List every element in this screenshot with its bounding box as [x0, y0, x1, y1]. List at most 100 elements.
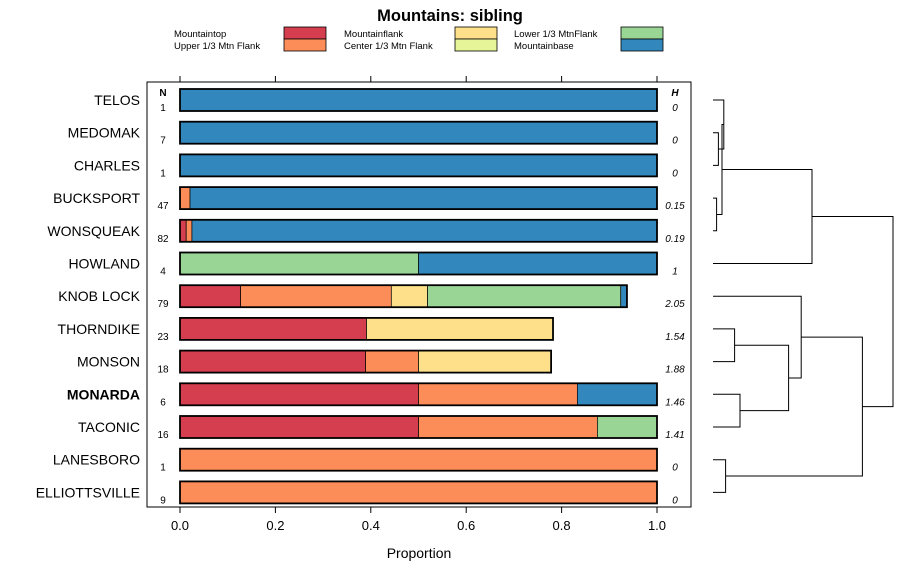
dendrogram-branch [725, 336, 863, 477]
bar-segment-upper-1-3-mtn-flank [418, 382, 578, 406]
row-taconic: TACONIC 16 1.41 [78, 415, 685, 441]
bar-outline [179, 382, 658, 407]
legend-swatch-mountainbase [620, 38, 664, 52]
chart-title: Mountains: sibling [377, 7, 523, 25]
n-value: 9 [160, 495, 166, 506]
h-value: 0.15 [665, 201, 685, 212]
x-tick-label: 1.0 [648, 518, 666, 533]
category-label: ELLIOTTSVILLE [36, 484, 140, 500]
row-knob-lock: KNOB LOCK 79 2.05 [58, 284, 685, 310]
legend-swatch-center-1-3-mtn-flank [454, 38, 498, 52]
bar-segment-mountaintop [179, 382, 419, 406]
dendrogram-branch [713, 168, 813, 264]
n-value: 1 [160, 168, 166, 179]
row-monson: MONSON 18 1.88 [77, 349, 685, 376]
category-label: WONSQUEAK [47, 223, 140, 239]
category-label: MEDOMAK [68, 125, 141, 141]
n-value: 1 [160, 103, 166, 114]
bar-segment-upper-1-3-mtn-flank [418, 415, 598, 439]
legend-swatch-lower-1-3-mtnflank [620, 26, 664, 40]
x-axis: 0.0 0.2 0.4 0.6 0.8 1.0 [171, 76, 666, 533]
n-value: 23 [157, 332, 169, 343]
row-monarda: MONARDA 6 1.46 [67, 382, 685, 408]
bar-segment-mountainbase [418, 252, 658, 275]
dendrogram-branch [713, 393, 741, 428]
bar-segment-lower-1-3-mtnflank [179, 252, 419, 275]
bar-outline [179, 316, 554, 341]
h-value: 0 [672, 103, 678, 114]
row-telos: TELOS 1 0 [94, 88, 678, 114]
dendrogram-branch [734, 344, 790, 412]
h-value: 0 [672, 168, 678, 179]
bar-segment-upper-1-3-mtn-flank [365, 350, 419, 373]
category-label: LANESBORO [53, 452, 140, 468]
bar-segment-mountainbase [191, 219, 658, 243]
legend-swatch-mountainflank [454, 26, 498, 40]
legend-label-mountaintop: Mountaintop [174, 29, 226, 40]
x-tick-label: 0.6 [457, 518, 475, 533]
bar-segment-mountainbase [620, 284, 628, 308]
legend-label-center-1-3-mtn-flank: Center 1/3 Mtn Flank [344, 41, 433, 52]
bar-segment-mountaintop [179, 317, 367, 341]
category-label: THORNDIKE [58, 321, 140, 337]
h-value: 1.88 [665, 365, 685, 376]
dendrogram [713, 99, 894, 493]
bar-outline [179, 480, 658, 505]
bar-segment-upper-1-3-mtn-flank [179, 448, 658, 472]
bar-segment-upper-1-3-mtn-flank [179, 481, 658, 504]
legend-swatch-upper-1-3-mtn-flank [283, 38, 327, 52]
plot-frame [146, 81, 692, 508]
h-value: 2.05 [664, 299, 685, 310]
n-value: 16 [157, 430, 169, 441]
x-tick-label: 0.8 [553, 518, 571, 533]
h-value: 1.54 [665, 332, 685, 343]
bar-segment-mountainflank [390, 284, 428, 308]
bar-segment-mountainbase [179, 154, 658, 177]
n-value: 1 [160, 463, 166, 474]
n-column-header: N [159, 88, 166, 99]
legend-label-mountainflank: Mountainflank [344, 29, 403, 40]
row-lanesboro: LANESBORO 1 0 [53, 447, 678, 474]
x-tick-label: 0.4 [362, 518, 380, 533]
legend-label-upper-1-3-mtn-flank: Upper 1/3 Mtn Flank [174, 41, 260, 52]
n-value: 82 [157, 234, 169, 245]
bar-segment-upper-1-3-mtn-flank [185, 219, 193, 243]
dendrogram-branch [713, 132, 719, 166]
dendrogram-branch [713, 459, 727, 493]
h-value: 1.46 [665, 397, 685, 408]
category-label: TACONIC [78, 419, 140, 435]
bar-segment-mountaintop [179, 219, 187, 243]
category-label: MONSON [77, 354, 140, 370]
bar-outline [179, 186, 658, 211]
dendrogram-branch [713, 295, 802, 379]
bar-segment-mountaintop [179, 415, 419, 439]
bar-segment-mountaintop [179, 350, 366, 373]
bar-segment-upper-1-3-mtn-flank [179, 186, 191, 210]
row-thorndike: THORNDIKE 23 1.54 [58, 316, 685, 343]
bar-outline [179, 251, 658, 276]
n-value: 18 [157, 365, 169, 376]
category-label: HOWLAND [68, 256, 140, 272]
h-column-header: H [671, 88, 679, 99]
row-wonsqueak: WONSQUEAK 82 0.19 [47, 218, 685, 245]
bar-outline [179, 349, 553, 374]
dendrogram-branch [713, 328, 736, 363]
legend-swatch-mountaintop [283, 26, 327, 40]
category-label: BUCKSPORT [53, 190, 140, 206]
x-tick-label: 0.2 [266, 518, 284, 533]
bar-outline [179, 218, 658, 243]
bar-segment-upper-1-3-mtn-flank [240, 284, 392, 308]
h-value: 0 [672, 136, 678, 147]
bar-outline [179, 284, 628, 309]
n-value: 4 [160, 267, 166, 278]
n-value: 79 [157, 299, 169, 310]
bar-segment-mountainbase [576, 382, 658, 406]
category-label: TELOS [94, 92, 140, 108]
bar-outline [179, 415, 658, 439]
bar-segment-mountainbase [179, 121, 658, 145]
bar-segment-mountaintop [179, 284, 241, 308]
bar-segment-mountainbase [179, 88, 658, 112]
bar-segment-lower-1-3-mtnflank [597, 415, 658, 439]
